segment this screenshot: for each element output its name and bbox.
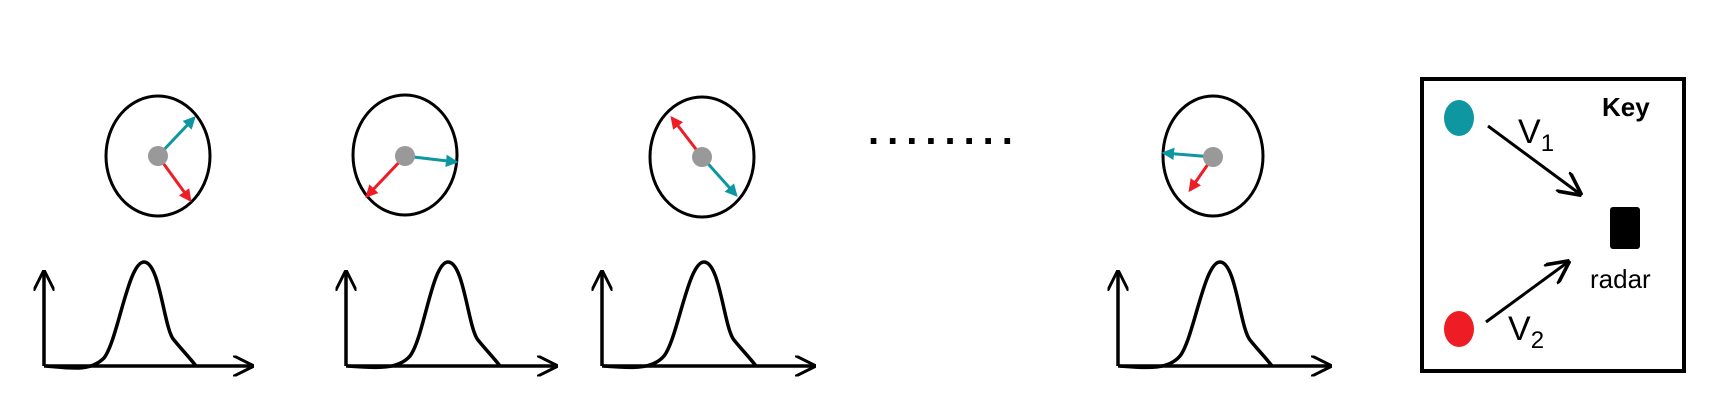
frame-3 bbox=[602, 95, 814, 370]
radar-label: radar bbox=[1590, 264, 1651, 294]
scatter-ellipse-1 bbox=[104, 94, 212, 218]
teal-target-dot bbox=[1444, 100, 1474, 136]
v1-label: V1 bbox=[1518, 113, 1554, 157]
v2-subscript: 2 bbox=[1531, 327, 1544, 354]
key-border bbox=[1420, 77, 1686, 373]
v2-label: V2 bbox=[1508, 310, 1544, 354]
red-target-dot bbox=[1444, 311, 1474, 347]
doppler-peak-1 bbox=[45, 260, 198, 370]
v1-symbol: V bbox=[1518, 113, 1541, 151]
center-dot-4 bbox=[1203, 147, 1223, 167]
center-dot-1 bbox=[148, 146, 168, 166]
key-title: Key bbox=[1602, 92, 1650, 122]
frame-2 bbox=[346, 93, 556, 370]
doppler-peak-2 bbox=[347, 260, 502, 370]
scatter-ellipse-3 bbox=[648, 95, 756, 219]
v2-symbol: V bbox=[1508, 310, 1531, 348]
center-dot-3 bbox=[692, 147, 712, 167]
v1-subscript: 1 bbox=[1541, 130, 1554, 157]
ellipsis-separator: ........ bbox=[868, 109, 1021, 153]
doppler-peak-3 bbox=[603, 260, 758, 370]
frame-4 bbox=[1118, 94, 1330, 370]
doppler-peak-4 bbox=[1119, 260, 1274, 370]
radar-symbol bbox=[1610, 207, 1640, 249]
v2-arrow bbox=[1485, 262, 1568, 324]
frame-1 bbox=[44, 94, 252, 370]
center-dot-2 bbox=[395, 146, 415, 166]
key-box: Key V1 radar V2 bbox=[1420, 77, 1686, 373]
v1-arrow bbox=[1487, 124, 1580, 194]
